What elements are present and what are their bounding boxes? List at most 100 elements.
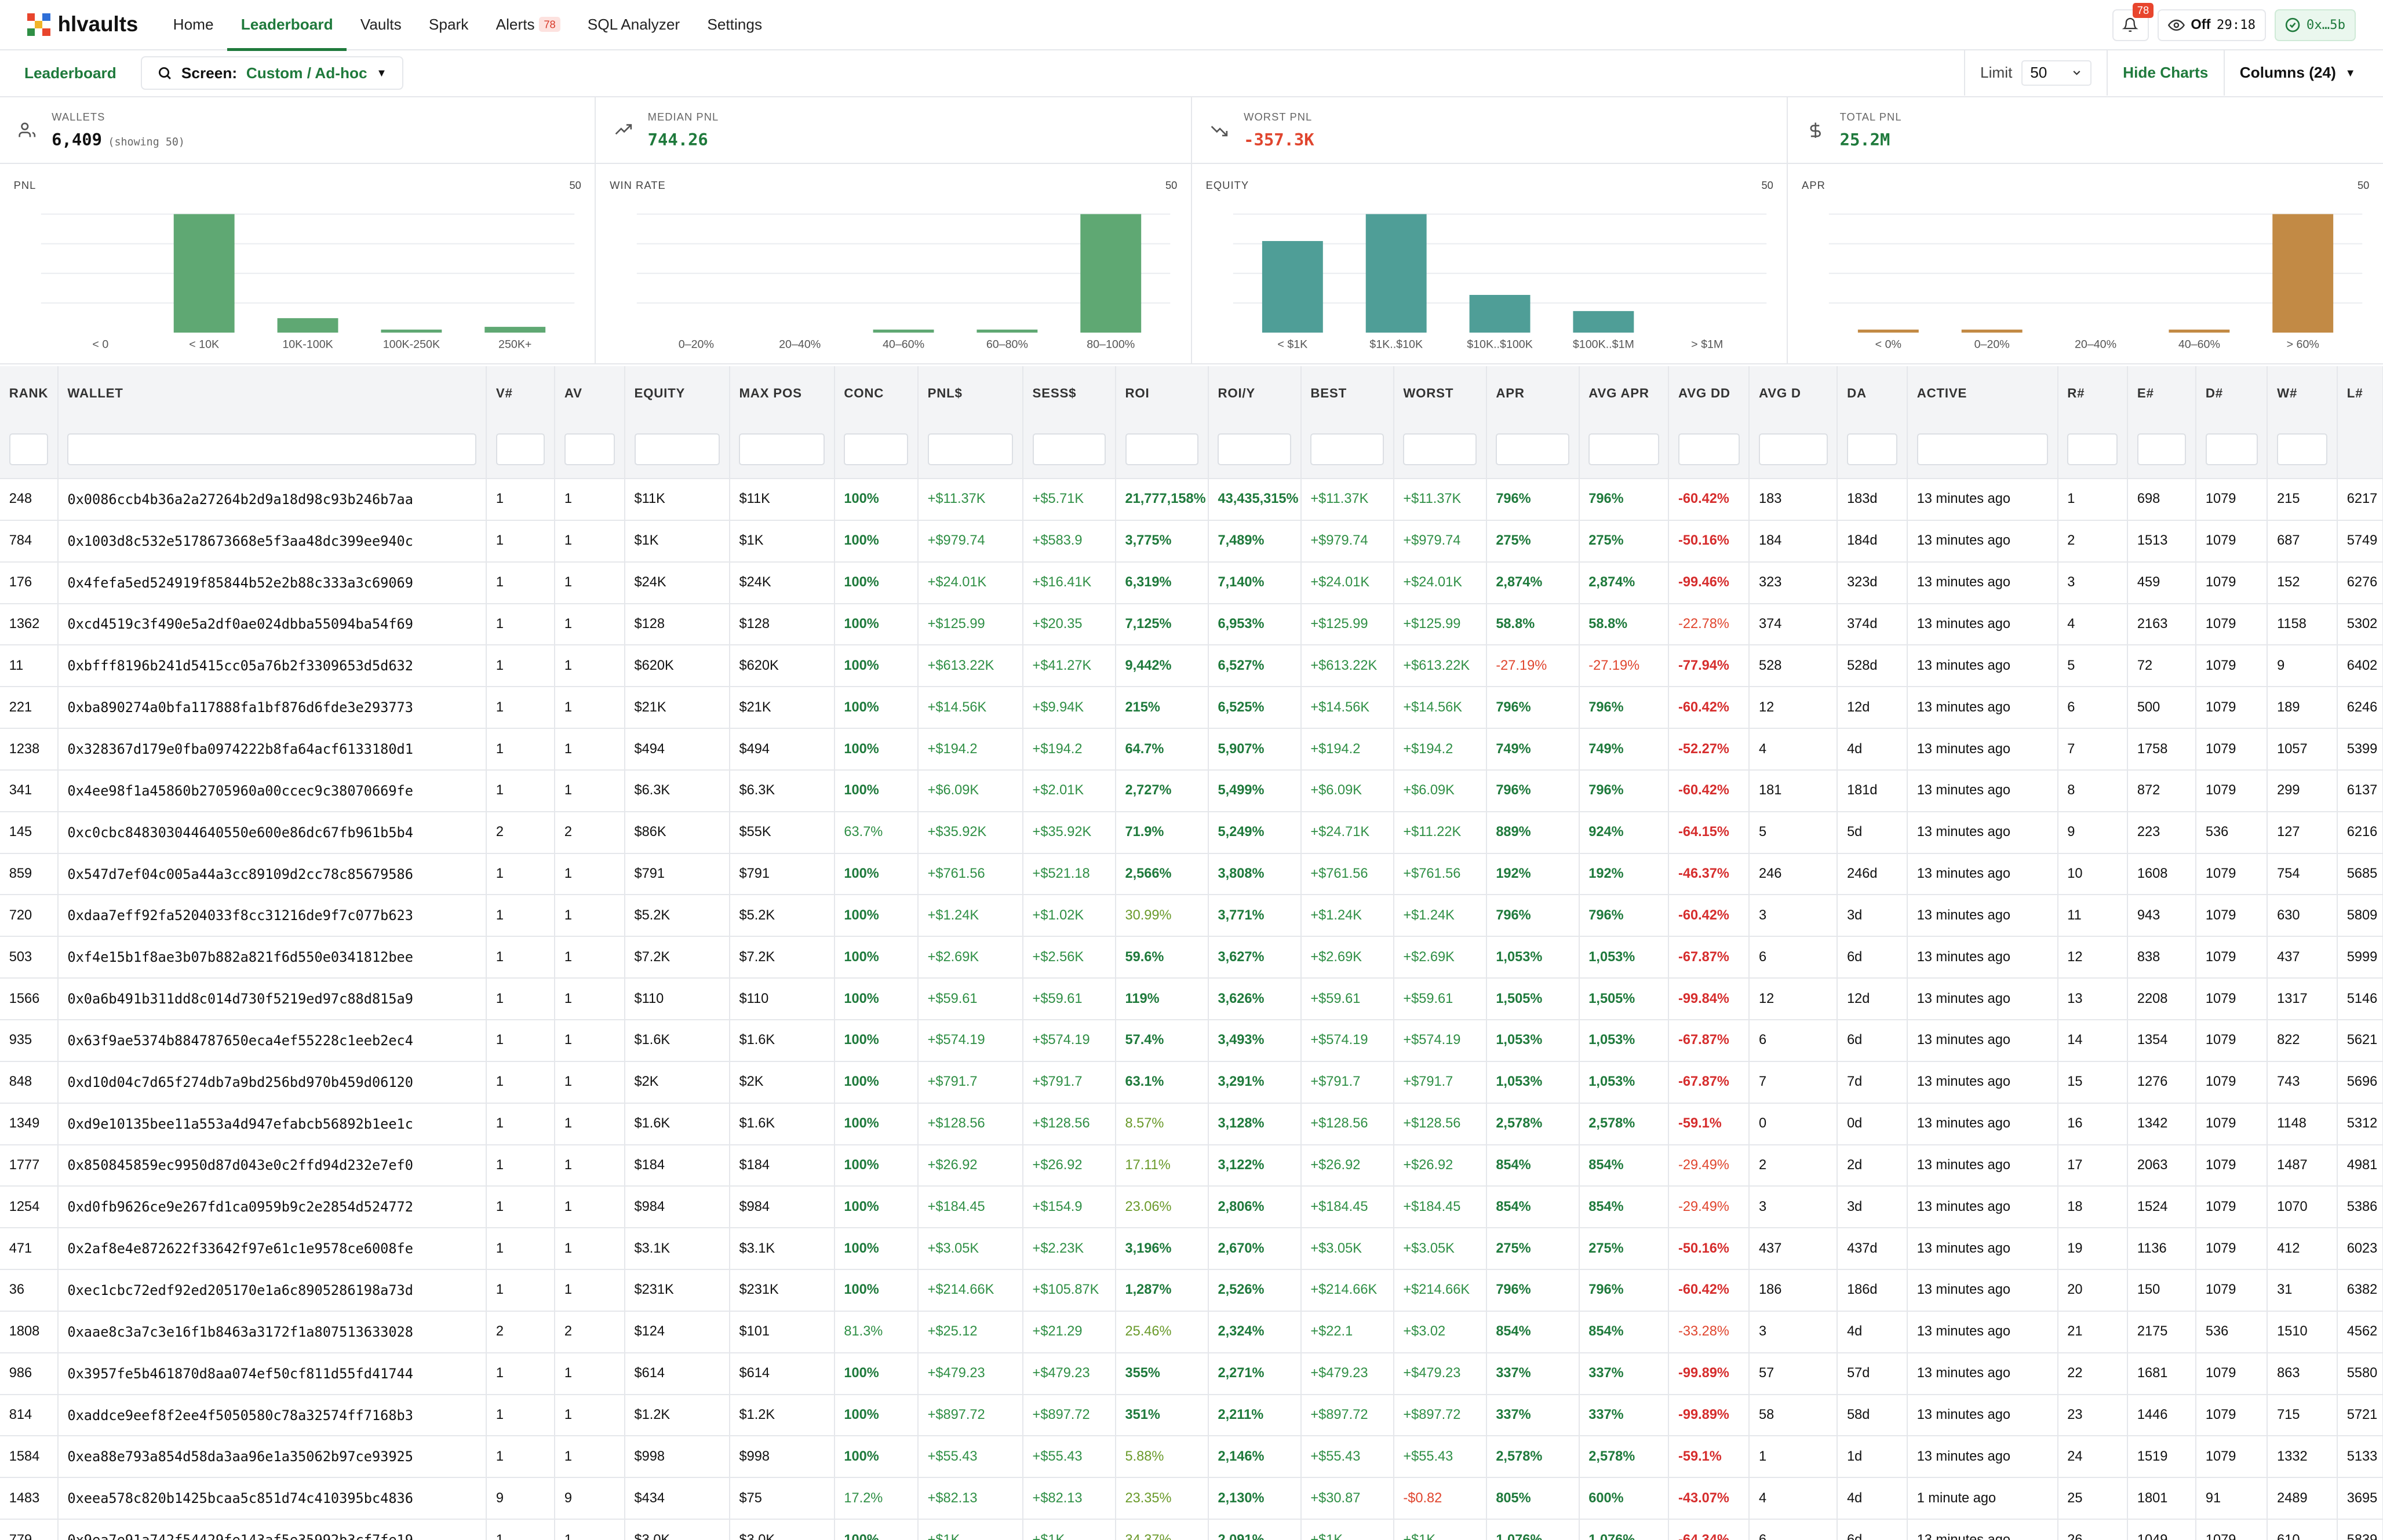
notifications-button[interactable]: 78 [2112,2,2154,41]
filter-input-equity[interactable] [634,433,720,466]
bar[interactable] [976,330,1038,333]
cell-wallet[interactable]: 0xcd4519c3f490e5a2df0ae024dbba55094ba54f… [57,603,487,646]
table-row[interactable]: 248 0x0086ccb4b36a2a27264b2d9a18d98c93b24… [0,479,2383,521]
cell-wallet[interactable]: 0x4ee98f1a45860b2705960a00ccec9c38070669… [57,769,487,812]
filter-input-active[interactable] [1916,433,2048,466]
limit-select[interactable]: 50 [2021,60,2091,86]
filter-input-max-pos[interactable] [739,433,825,466]
column-header-wallet[interactable]: WALLET [57,366,487,421]
nav-home[interactable]: Home [159,0,227,49]
column-header-rank[interactable]: RANK [0,366,59,421]
bar[interactable] [2169,330,2230,333]
column-header-roi[interactable]: ROI [1115,366,1209,421]
table-row[interactable]: 176 0x4fefa5ed524919f85844b52e2b88c333a3c… [0,561,2383,604]
filter-input-da[interactable] [1847,433,1898,466]
table-row[interactable]: 720 0xdaa7eff92fa5204033f8cc31216de9f7c07… [0,895,2383,937]
cell-wallet[interactable]: 0xeea578c820b1425bcaa5c851d74c410395bc48… [57,1477,487,1520]
table-row[interactable]: 1483 0xeea578c820b1425bcaa5c851d74c410395… [0,1477,2383,1520]
table-row[interactable]: 1584 0xea88e793a854d58da3aa96e1a35062b97c… [0,1436,2383,1479]
bar[interactable] [1469,295,1531,333]
table-row[interactable]: 145 0xc0cbc848303044640550e600e86dc67fb96… [0,811,2383,854]
nav-alerts[interactable]: Alerts 78 [482,0,574,50]
cell-wallet[interactable]: 0xbfff8196b241d5415cc05a76b2f3309653d5d6… [57,645,487,688]
table-row[interactable]: 221 0xba890274a0bfa117888fa1bf876d6fde3e2… [0,687,2383,729]
cell-wallet[interactable]: 0x0a6b491b311dd8c014d730f5219ed97c88d815… [57,978,487,1021]
filter-input-avg-dd[interactable] [1678,433,1740,466]
cell-wallet[interactable]: 0x63f9ae5374b884787650eca4ef55228c1eeb2e… [57,1020,487,1062]
column-header-av[interactable]: AV [555,366,625,421]
wallet-button[interactable]: 0x…5b [2275,9,2356,41]
table-row[interactable]: 1777 0x850845859ec9950d87d043e0c2ffd94d23… [0,1144,2383,1187]
screen-selector[interactable]: Screen: Custom / Ad-hoc ▼ [140,56,403,90]
bar[interactable] [381,330,442,333]
bar[interactable] [1573,311,1634,333]
filter-input-w-[interactable] [2277,433,2328,466]
cell-wallet[interactable]: 0xea88e793a854d58da3aa96e1a35062b97ce939… [57,1436,487,1479]
column-header-max-pos[interactable]: MAX POS [729,366,835,421]
cell-wallet[interactable]: 0xc0cbc848303044640550e600e86dc67fb961b5… [57,811,487,854]
table-row[interactable]: 935 0x63f9ae5374b884787650eca4ef55228c1ee… [0,1020,2383,1062]
bar[interactable] [173,214,235,333]
table-row[interactable]: 471 0x2af8e4e872622f33642f97e61c1e9578ce6… [0,1228,2383,1271]
column-header-w-[interactable]: W# [2267,366,2338,421]
bar[interactable] [1262,241,1323,333]
column-header-avg-d[interactable]: AVG D [1749,366,1838,421]
watch-toggle-button[interactable]: Off 29:18 [2158,9,2266,41]
table-row[interactable]: 1566 0x0a6b491b311dd8c014d730f5219ed97c88… [0,978,2383,1021]
column-header-da[interactable]: DA [1837,366,1908,421]
table-row[interactable]: 784 0x1003d8c532e5178673668e5f3aa48dc399e… [0,520,2383,563]
hide-charts-button[interactable]: Hide Charts [2106,50,2224,96]
logo[interactable]: hlvaults [27,12,138,37]
column-header-conc[interactable]: CONC [834,366,919,421]
filter-input-v-[interactable] [495,433,545,466]
cell-wallet[interactable]: 0xf4e15b1f8ae3b07b882a821f6d550e0341812b… [57,936,487,979]
columns-button[interactable]: Columns (24) ▼ [2223,50,2383,96]
nav-leaderboard[interactable]: Leaderboard [227,0,347,51]
table-row[interactable]: 1362 0xcd4519c3f490e5a2df0ae024dbba55094b… [0,603,2383,646]
filter-input-sess-[interactable] [1032,433,1106,466]
cell-wallet[interactable]: 0xd9e10135bee11a553a4d947efabcb56892b1ee… [57,1103,487,1145]
cell-wallet[interactable]: 0xec1cbc72edf92ed205170e1a6c8905286198a7… [57,1269,487,1312]
cell-wallet[interactable]: 0x9ea7e91a742f54429fe143af5e35992b3cf7fe… [57,1519,487,1540]
filter-input-roi-y[interactable] [1218,433,1291,466]
bar[interactable] [1365,214,1427,333]
column-header-avg-dd[interactable]: AVG DD [1668,366,1750,421]
column-header-d-[interactable]: D# [2196,366,2268,421]
table-row[interactable]: 1349 0xd9e10135bee11a553a4d947efabcb56892… [0,1103,2383,1145]
table-row[interactable]: 11 0xbfff8196b241d5415cc05a76b2f3309653d5… [0,645,2383,688]
table-row[interactable]: 1808 0xaae8c3a7c3e16f1b8463a3172f1a807513… [0,1311,2383,1353]
table-row[interactable]: 859 0x547d7ef04c005a44a3cc89109d2cc78c856… [0,853,2383,896]
filter-input-conc[interactable] [844,433,909,466]
column-header-avg-apr[interactable]: AVG APR [1579,366,1670,421]
table-row[interactable]: 814 0xaddce9eef8f2ee4f5050580c78a32574ff7… [0,1394,2383,1437]
table-row[interactable]: 986 0x3957fe5b461870d8aa074ef50cf811d55fd… [0,1352,2383,1395]
filter-input-av[interactable] [564,433,615,466]
table-row[interactable]: 503 0xf4e15b1f8ae3b07b882a821f6d550e03418… [0,936,2383,979]
cell-wallet[interactable]: 0x547d7ef04c005a44a3cc89109d2cc78c856795… [57,853,487,896]
filter-input-roi[interactable] [1125,433,1198,466]
filter-input-d-[interactable] [2205,433,2258,466]
cell-wallet[interactable]: 0xaddce9eef8f2ee4f5050580c78a32574ff7168… [57,1394,487,1437]
filter-input-e-[interactable] [2137,433,2187,466]
filter-input-r-[interactable] [2067,433,2118,466]
cell-wallet[interactable]: 0x4fefa5ed524919f85844b52e2b88c333a3c690… [57,561,487,604]
bar[interactable] [1962,330,2023,333]
cell-wallet[interactable]: 0xaae8c3a7c3e16f1b8463a3172f1a8075136330… [57,1311,487,1353]
filter-input-avg-d[interactable] [1758,433,1828,466]
column-header-r-[interactable]: R# [2057,366,2129,421]
filter-input-best[interactable] [1310,433,1384,466]
column-header-v-[interactable]: V# [486,366,556,421]
bar[interactable] [484,327,546,333]
table-row[interactable]: 36 0xec1cbc72edf92ed205170e1a6c8905286198… [0,1269,2383,1312]
column-header-pnl-[interactable]: PNL$ [917,366,1023,421]
bar[interactable] [873,330,934,333]
filter-input-worst[interactable] [1403,433,1477,466]
table-row[interactable]: 341 0x4ee98f1a45860b2705960a00ccec9c38070… [0,769,2383,812]
filter-input-pnl-[interactable] [927,433,1014,466]
filter-input-avg-apr[interactable] [1588,433,1659,466]
nav-settings[interactable]: Settings [694,0,776,49]
cell-wallet[interactable]: 0x0086ccb4b36a2a27264b2d9a18d98c93b246b7… [57,479,487,521]
column-header-active[interactable]: ACTIVE [1907,366,2058,421]
cell-wallet[interactable]: 0x3957fe5b461870d8aa074ef50cf811d55fd417… [57,1352,487,1395]
nav-vaults[interactable]: Vaults [347,0,415,49]
